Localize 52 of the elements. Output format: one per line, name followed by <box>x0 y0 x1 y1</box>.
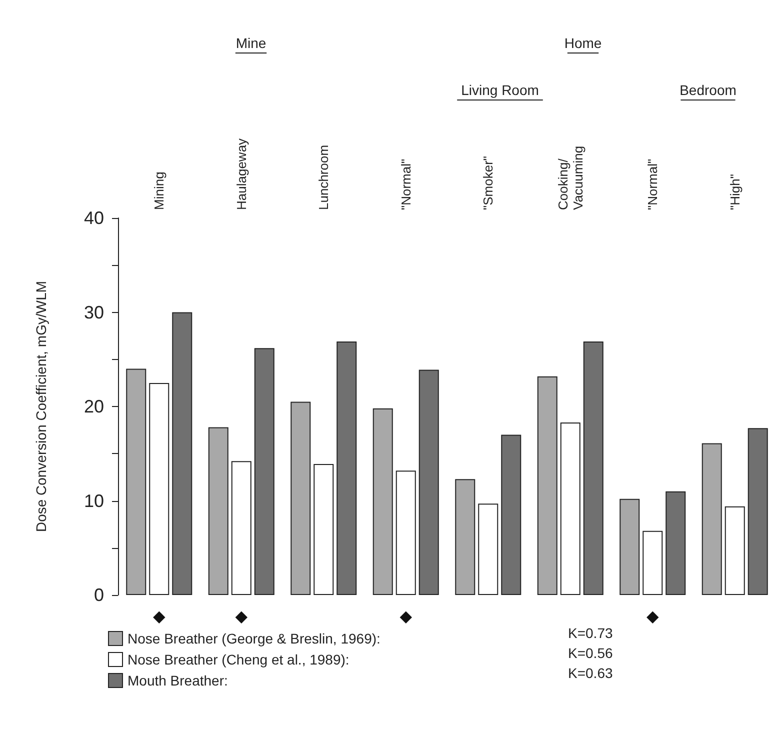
bar <box>748 428 768 595</box>
y-tick-label: 0 <box>94 585 104 605</box>
text: Living Room <box>461 82 539 98</box>
bar <box>537 376 558 595</box>
legend-label: Nose Breather (George & Breslin, 1969): <box>128 630 380 646</box>
bar <box>314 464 334 595</box>
text: Home <box>564 35 602 51</box>
x-tick-label: "Normal" <box>645 158 660 210</box>
bar <box>724 506 745 595</box>
bar <box>126 368 146 595</box>
text: K=0.56 <box>568 645 613 661</box>
y-tick-label: 10 <box>84 490 104 511</box>
bar <box>642 530 663 595</box>
y-tick-label: 40 <box>84 208 104 228</box>
bar <box>172 312 192 595</box>
x-tick-label: Mining <box>152 172 167 210</box>
bar <box>666 491 686 595</box>
x-tick-label: Lunchroom <box>316 144 332 210</box>
bar <box>583 341 604 595</box>
x-tick-label: "High" <box>727 174 742 210</box>
bar <box>560 422 580 595</box>
bar <box>208 427 228 595</box>
y-tick-label: 30 <box>84 302 104 322</box>
text: ◆ <box>152 608 166 626</box>
text: K=0.63 <box>568 665 613 681</box>
bar <box>478 504 498 595</box>
bar <box>396 470 416 595</box>
y-tick-label: 20 <box>84 396 104 416</box>
bar <box>149 382 170 595</box>
bar <box>418 370 439 595</box>
text: ◆ <box>646 608 660 626</box>
x-tick-label: "Normal" <box>398 158 414 210</box>
bar <box>455 479 476 595</box>
bar <box>254 348 274 595</box>
text: Bedroom <box>680 82 736 98</box>
bar <box>231 461 252 595</box>
bar <box>290 402 311 595</box>
x-tick-label: Haulageway <box>234 138 249 210</box>
bar <box>336 341 357 595</box>
x-tick-label: Cooking/ Vacuuming <box>555 146 586 210</box>
bar <box>372 408 393 595</box>
bar <box>702 443 722 595</box>
text: ◆ <box>400 608 413 626</box>
text: K=0.73 <box>568 625 613 641</box>
text: Mine <box>236 35 266 51</box>
bar <box>620 498 640 595</box>
x-tick-label: "Smoker" <box>480 156 496 210</box>
legend-label: Nose Breather (Cheng et al., 1989): <box>128 652 350 668</box>
bar <box>501 434 522 595</box>
legend-label: Mouth Breather: <box>128 672 228 688</box>
text: ◆ <box>235 608 248 626</box>
y-axis-title: Dose Conversion Coefficient, mGy/WLM <box>33 280 49 532</box>
